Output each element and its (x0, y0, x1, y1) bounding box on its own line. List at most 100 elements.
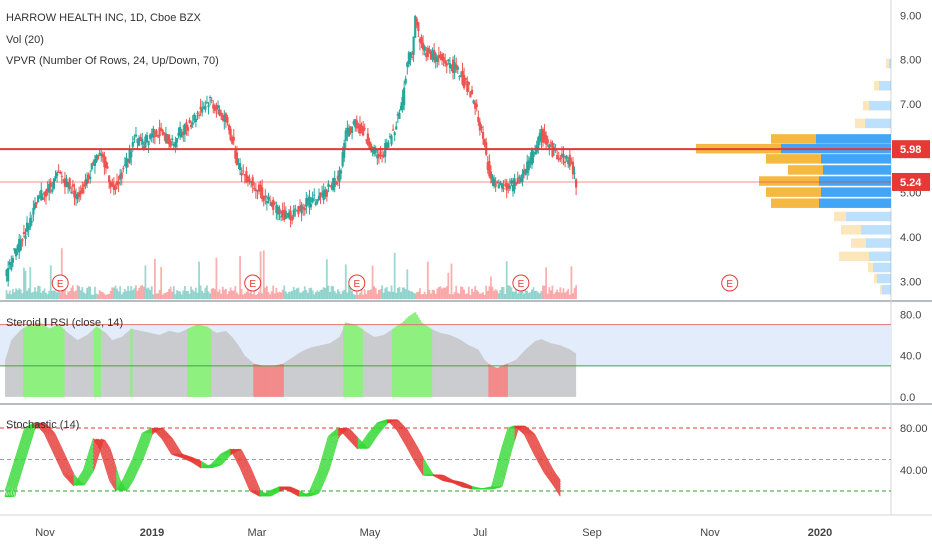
rsi-oversold-bar (496, 367, 499, 397)
volume-bar (59, 292, 62, 299)
stochastic-ribbon-segment (409, 438, 413, 442)
stochastic-ribbon-segment (43, 427, 47, 431)
volume-bar (545, 267, 548, 299)
stochastic-ribbon-segment (241, 457, 245, 462)
volume-bar (204, 287, 207, 299)
stochastic-ribbon-segment (556, 483, 560, 487)
volume-bar (565, 291, 568, 299)
stochastic-ribbon-segment (214, 465, 216, 468)
stochastic-ribbon-segment (163, 436, 166, 439)
rsi-overbought-bar (52, 326, 56, 397)
stochastic-ribbon-segment (502, 449, 506, 457)
stochastic-ribbon-segment (12, 470, 16, 476)
time-axis[interactable]: Nov 2019 Mar May Jul Sep Nov 2020 (35, 527, 832, 539)
volume-bar (444, 287, 447, 299)
stochastic-ribbon-segment (166, 442, 169, 446)
stochastic-ribbon-segment (496, 474, 499, 482)
stochastic-ribbon-segment (414, 457, 418, 461)
candle-body (388, 136, 392, 138)
candle-body (281, 210, 284, 217)
stochastic-ribbon-segment (373, 431, 377, 434)
stochastic-ribbon-segment (311, 494, 314, 496)
stochastic-ribbon-segment (326, 448, 330, 454)
volume-bar (549, 290, 552, 299)
stochastic-ribbon-segment (174, 451, 178, 455)
stochastic-ribbon-segment (228, 454, 231, 457)
stochastic-ribbon-segment (350, 430, 354, 434)
stochastic-ribbon-segment (344, 434, 347, 438)
stochastic-ribbon-segment (91, 464, 94, 470)
stochastic-ribbon-segment (251, 470, 254, 475)
stochastic-ribbon-segment (555, 484, 558, 488)
candle-body (546, 139, 549, 144)
stochastic-ribbon-segment (334, 443, 338, 450)
rsi-oversold-bar (278, 364, 281, 397)
stochastic-ribbon-segment (412, 458, 416, 463)
stochastic-ribbon-segment (125, 474, 129, 479)
price-label-text: 5.24 (900, 177, 922, 189)
stochastic-ribbon-segment (164, 435, 168, 439)
stochastic-ribbon-segment (104, 441, 107, 446)
vpvr-row-up (868, 262, 873, 273)
volume-bar (277, 292, 279, 299)
stochastic-ribbon-segment (355, 441, 359, 445)
stochastic-ribbon-segment (373, 428, 377, 431)
stochastic-ribbon-segment (247, 470, 251, 476)
price-axis[interactable]: 3.004.005.006.007.008.009.005.985.240.04… (892, 10, 930, 477)
stochastic-ribbon-segment (55, 450, 58, 455)
vpvr-indicator-label[interactable]: VPVR (Number Of Rows, 24, Up/Down, 70) (6, 55, 219, 67)
stochastic-ribbon-segment (548, 475, 552, 479)
stochastic-ribbon-segment (6, 480, 9, 486)
volume-bars (5, 248, 578, 299)
candle-body (136, 139, 139, 144)
stochastic-ribbon-segment (558, 479, 561, 483)
stochastic-ribbon-segment (341, 429, 344, 432)
stochastic-ribbon-segment (501, 469, 504, 476)
rsi-indicator-label[interactable]: Steroid 𝐈 RSI (close, 14) (6, 317, 124, 329)
volume-bar (261, 293, 264, 299)
candle-body (474, 102, 477, 109)
volume-bar (352, 294, 355, 299)
stochastic-ribbon-segment (143, 439, 147, 445)
stochastic-ribbon-segment (195, 462, 199, 465)
stochastic-ribbon-segment (313, 482, 316, 488)
stochastic-ribbon-segment (323, 459, 326, 466)
stochastic-ribbon-segment (19, 456, 23, 463)
stochastic-ribbon-segment (545, 466, 548, 470)
stochastic-ribbon-segment (168, 435, 171, 438)
candle-body (562, 154, 565, 158)
stochastic-ribbon-segment (171, 446, 174, 450)
candle-body (93, 159, 97, 166)
stochastic-ribbon-segment (326, 459, 330, 466)
stochastic-ribbon-segment (145, 432, 148, 437)
stochastic-ribbon-segment (401, 425, 405, 428)
candle-body (429, 50, 433, 60)
volume-bar (221, 286, 224, 299)
vpvr-row-down (889, 58, 891, 69)
stochastic-ribbon-segment (119, 483, 122, 487)
stochastic-ribbon-segment (233, 451, 236, 454)
stochastic-ribbon-segment (327, 446, 331, 453)
volume-bar (128, 290, 131, 299)
stochastic-ribbon-segment (143, 433, 147, 439)
stochastic-ribbon-segment (504, 433, 507, 439)
stochastic-indicator-label[interactable]: Stochastic (14) (6, 419, 80, 431)
volume-indicator-label[interactable]: Vol (20) (6, 34, 44, 46)
stochastic-ribbon-segment (339, 433, 342, 436)
stochastic-ribbon-segment (504, 469, 508, 477)
stochastic-ribbon-segment (169, 443, 173, 448)
earnings-marker-label: E (57, 279, 64, 290)
stochastic-ribbon-segment (130, 464, 134, 469)
volume-bar (273, 293, 276, 299)
rsi-oversold-bar (281, 363, 284, 397)
candle-body (352, 121, 355, 125)
stochastic-ribbon-segment (56, 438, 60, 443)
volume-bar (84, 293, 87, 299)
stochastic-ribbon-segment (380, 423, 383, 426)
candle-body (40, 189, 43, 201)
stochastic-ribbon-segment (527, 438, 530, 443)
candle-body (104, 161, 108, 169)
stochastic-ribbon-segment (372, 427, 375, 431)
stochastic-ribbon-segment (416, 458, 419, 462)
